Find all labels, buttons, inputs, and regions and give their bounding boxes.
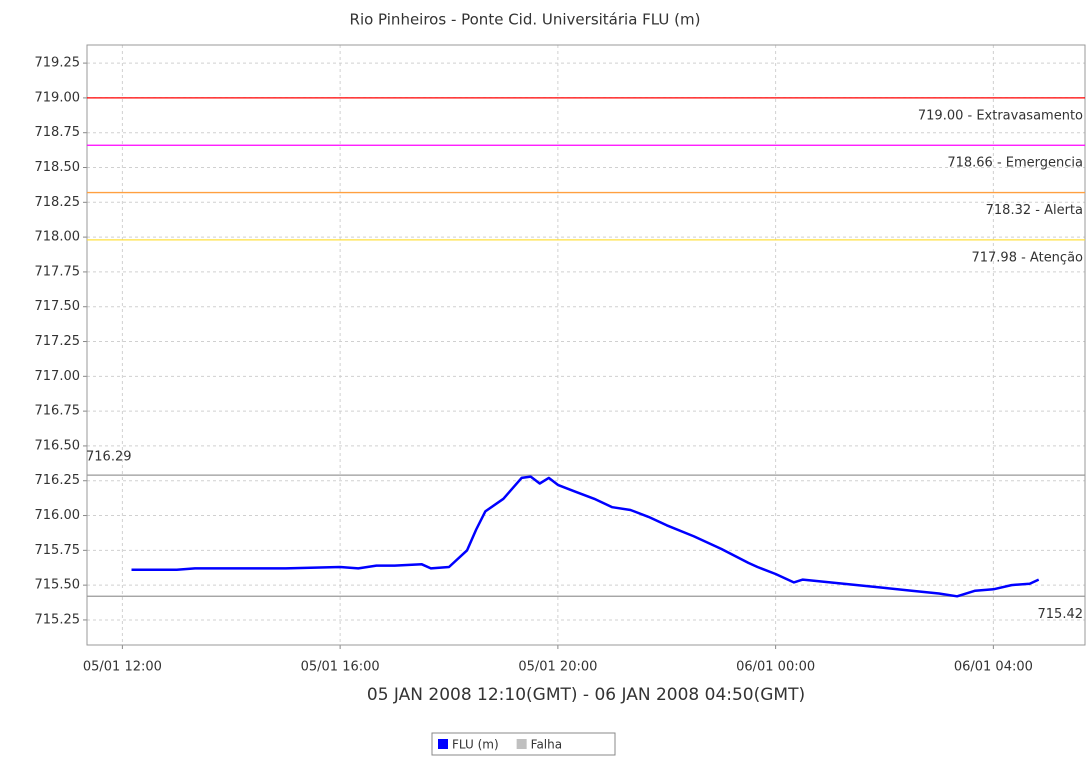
legend-swatch (516, 739, 527, 749)
y-tick-label: 718.00 (35, 230, 81, 245)
legend-label: Falha (531, 738, 562, 752)
y-tick-label: 715.25 (35, 612, 81, 627)
y-tick-label: 719.25 (35, 56, 81, 71)
x-tick-label: 05/01 12:00 (83, 660, 162, 675)
y-tick-label: 717.00 (35, 369, 81, 384)
x-tick-label: 06/01 00:00 (736, 660, 815, 675)
legend-label: FLU (m) (452, 738, 499, 752)
y-tick-label: 717.75 (35, 264, 81, 279)
y-tick-label: 715.50 (35, 578, 81, 593)
y-tick-label: 719.00 (35, 90, 81, 105)
data-line (131, 475, 1040, 598)
y-tick-label: 717.25 (35, 334, 81, 349)
plot-border (86, 44, 1086, 646)
min-label: 715.42 (1038, 607, 1084, 622)
y-tick-label: 718.75 (35, 125, 81, 140)
y-tick-label: 718.25 (35, 195, 81, 210)
y-tick-label: 715.75 (35, 543, 81, 558)
threshold-label: 719.00 - Extravasamento (918, 108, 1083, 123)
x-axis-label: 05 JAN 2008 12:10(GMT) - 06 JAN 2008 04:… (367, 685, 805, 705)
chart-title: Rio Pinheiros - Ponte Cid. Universitária… (350, 11, 701, 29)
y-tick-label: 716.50 (35, 438, 81, 453)
legend-swatch (438, 739, 448, 749)
y-tick-label: 718.50 (35, 160, 81, 175)
x-tick-label: 05/01 20:00 (518, 660, 597, 675)
threshold-label: 718.32 - Alerta (986, 203, 1083, 218)
x-tick-label: 06/01 04:00 (954, 660, 1033, 675)
y-tick-label: 716.25 (35, 473, 81, 488)
y-tick-label: 716.75 (35, 404, 81, 419)
y-tick-label: 717.50 (35, 299, 81, 314)
max-label: 716.29 (86, 450, 132, 465)
x-tick-label: 05/01 16:00 (301, 660, 380, 675)
y-tick-label: 716.00 (35, 508, 81, 523)
threshold-label: 718.66 - Emergencia (947, 156, 1083, 171)
threshold-label: 717.98 - Atenção (971, 250, 1083, 265)
